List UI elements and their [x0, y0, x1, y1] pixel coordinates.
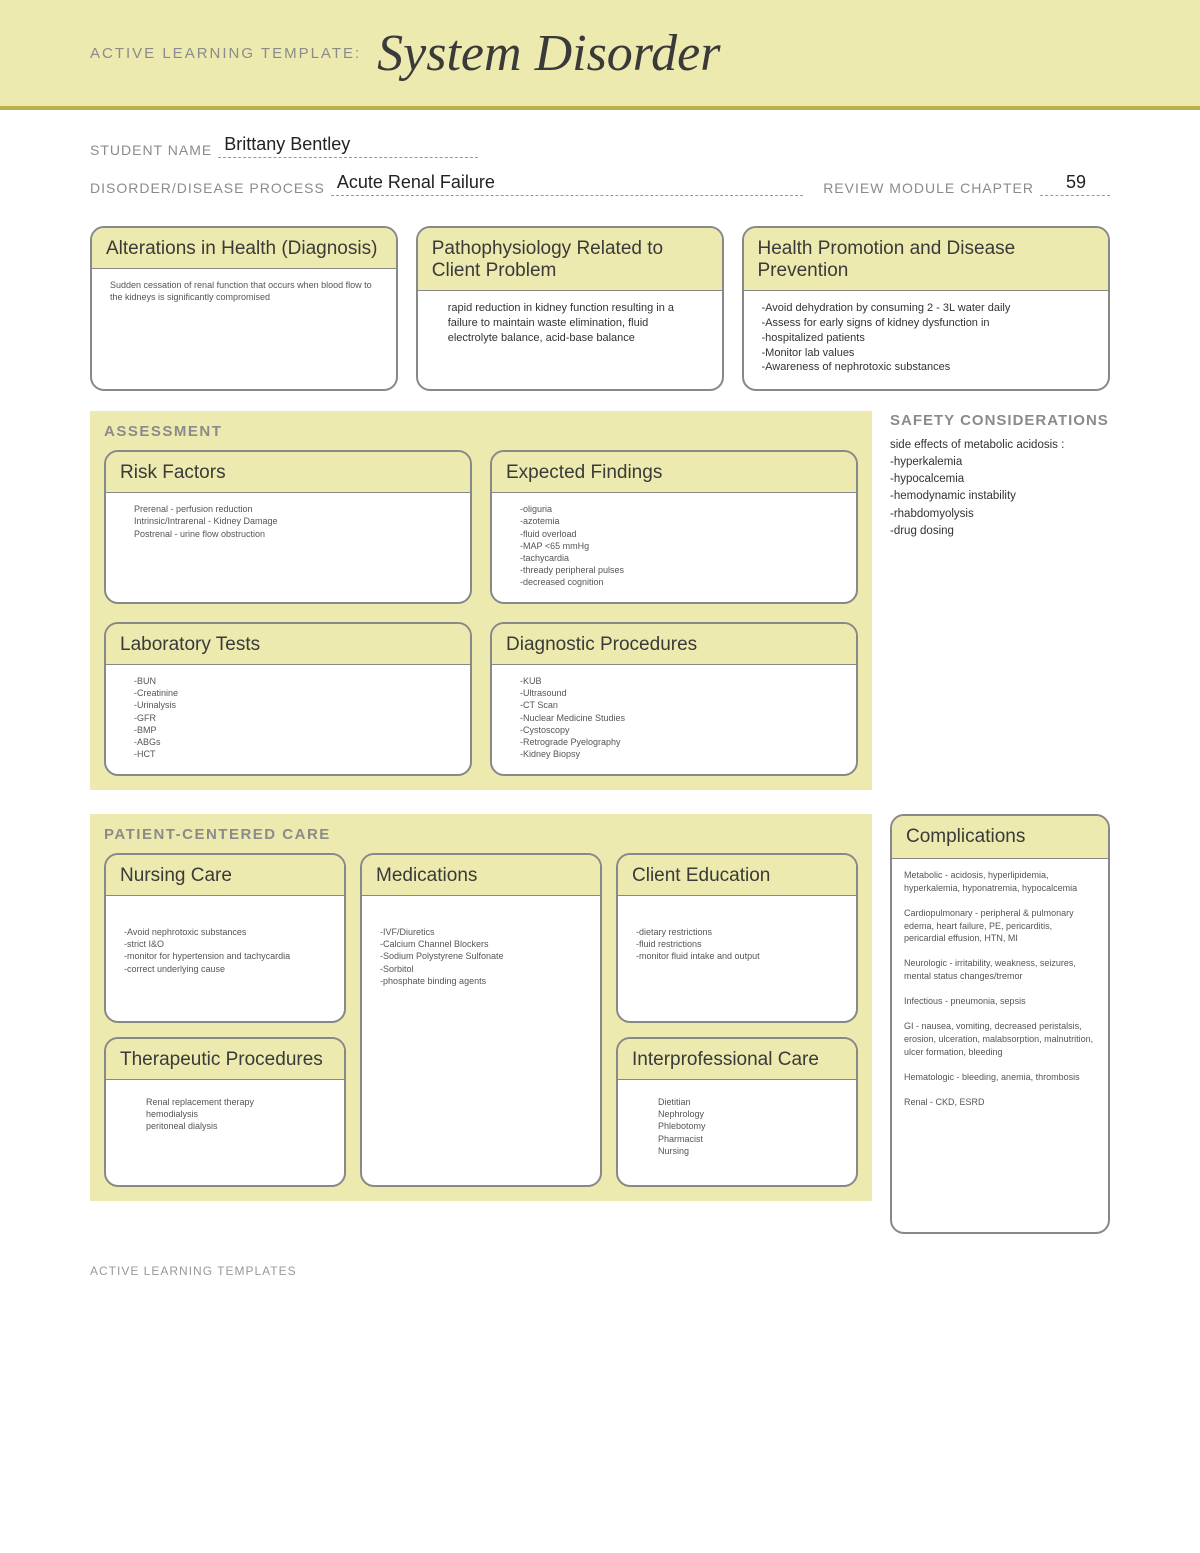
thera-title: Therapeutic Procedures [106, 1039, 344, 1080]
assessment-section: ASSESSMENT Risk Factors Prerenal - perfu… [90, 411, 872, 790]
chapter-value: 59 [1040, 172, 1110, 196]
nursing-body: -Avoid nephrotoxic substances -strict I&… [106, 896, 344, 989]
diag-title: Diagnostic Procedures [492, 624, 856, 665]
top-row: Alterations in Health (Diagnosis) Sudden… [90, 226, 1110, 391]
content: Alterations in Health (Diagnosis) Sudden… [0, 206, 1200, 1234]
promo-title: Health Promotion and Disease Prevention [744, 228, 1109, 291]
alterations-body: Sudden cessation of renal function that … [92, 269, 396, 317]
risk-body: Prerenal - perfusion reduction Intrinsic… [106, 493, 470, 553]
banner-title: System Disorder [377, 24, 720, 83]
nursing-card: Nursing Care -Avoid nephrotoxic substanc… [104, 853, 346, 1023]
complications-title: Complications [892, 816, 1108, 859]
patho-body: rapid reduction in kidney function resul… [418, 291, 722, 360]
meds-title: Medications [362, 855, 600, 896]
banner: ACTIVE LEARNING TEMPLATE: System Disorde… [0, 0, 1200, 110]
student-name-value: Brittany Bentley [218, 134, 478, 158]
assessment-title: ASSESSMENT [104, 423, 858, 440]
diag-card: Diagnostic Procedures -KUB -Ultrasound -… [490, 622, 858, 776]
complications-card: Complications Metabolic - acidosis, hype… [890, 814, 1110, 1234]
inter-body: Dietitian Nephrology Phlebotomy Pharmaci… [618, 1080, 856, 1171]
meds-body: -IVF/Diuretics -Calcium Channel Blockers… [362, 896, 600, 1001]
banner-label: ACTIVE LEARNING TEMPLATE: [90, 45, 361, 62]
alterations-card: Alterations in Health (Diagnosis) Sudden… [90, 226, 398, 391]
edu-body: -dietary restrictions -fluid restriction… [618, 896, 856, 976]
edu-title: Client Education [618, 855, 856, 896]
alterations-title: Alterations in Health (Diagnosis) [92, 228, 396, 269]
safety-box: SAFETY CONSIDERATIONS side effects of me… [890, 411, 1110, 540]
meds-card: Medications -IVF/Diuretics -Calcium Chan… [360, 853, 602, 1187]
expected-title: Expected Findings [492, 452, 856, 493]
expected-card: Expected Findings -oliguria -azotemia -f… [490, 450, 858, 604]
student-name-label: STUDENT NAME [90, 142, 212, 158]
labs-title: Laboratory Tests [106, 624, 470, 665]
nursing-title: Nursing Care [106, 855, 344, 896]
diag-body: -KUB -Ultrasound -CT Scan -Nuclear Medic… [492, 665, 856, 774]
page: ACTIVE LEARNING TEMPLATE: System Disorde… [0, 0, 1200, 1338]
safety-title: SAFETY CONSIDERATIONS [890, 411, 1110, 431]
patho-card: Pathophysiology Related to Client Proble… [416, 226, 724, 391]
inter-title: Interprofessional Care [618, 1039, 856, 1080]
labs-card: Laboratory Tests -BUN -Creatinine -Urina… [104, 622, 472, 776]
patho-title: Pathophysiology Related to Client Proble… [418, 228, 722, 291]
complications-body: Metabolic - acidosis, hyperlipidemia, hy… [892, 859, 1108, 1118]
chapter-label: REVIEW MODULE CHAPTER [823, 180, 1034, 196]
promo-body: -Avoid dehydration by consuming 2 - 3L w… [744, 291, 1109, 389]
pcc-section: PATIENT-CENTERED CARE Nursing Care -Avoi… [90, 814, 872, 1201]
bottom-section: PATIENT-CENTERED CARE Nursing Care -Avoi… [90, 814, 1110, 1234]
expected-body: -oliguria -azotemia -fluid overload -MAP… [492, 493, 856, 602]
risk-title: Risk Factors [106, 452, 470, 493]
promo-card: Health Promotion and Disease Prevention … [742, 226, 1111, 391]
edu-card: Client Education -dietary restrictions -… [616, 853, 858, 1023]
footer: ACTIVE LEARNING TEMPLATES [0, 1234, 1200, 1278]
middle-section: ASSESSMENT Risk Factors Prerenal - perfu… [90, 411, 1110, 810]
risk-card: Risk Factors Prerenal - perfusion reduct… [104, 450, 472, 604]
safety-body: side effects of metabolic acidosis : -hy… [890, 437, 1110, 541]
inter-card: Interprofessional Care Dietitian Nephrol… [616, 1037, 858, 1187]
pcc-title: PATIENT-CENTERED CARE [104, 826, 858, 843]
labs-body: -BUN -Creatinine -Urinalysis -GFR -BMP -… [106, 665, 470, 774]
header-fields: STUDENT NAME Brittany Bentley DISORDER/D… [0, 110, 1200, 206]
disorder-label: DISORDER/DISEASE PROCESS [90, 180, 325, 196]
thera-body: Renal replacement therapy hemodialysis p… [106, 1080, 344, 1146]
thera-card: Therapeutic Procedures Renal replacement… [104, 1037, 346, 1187]
disorder-value: Acute Renal Failure [331, 172, 803, 196]
